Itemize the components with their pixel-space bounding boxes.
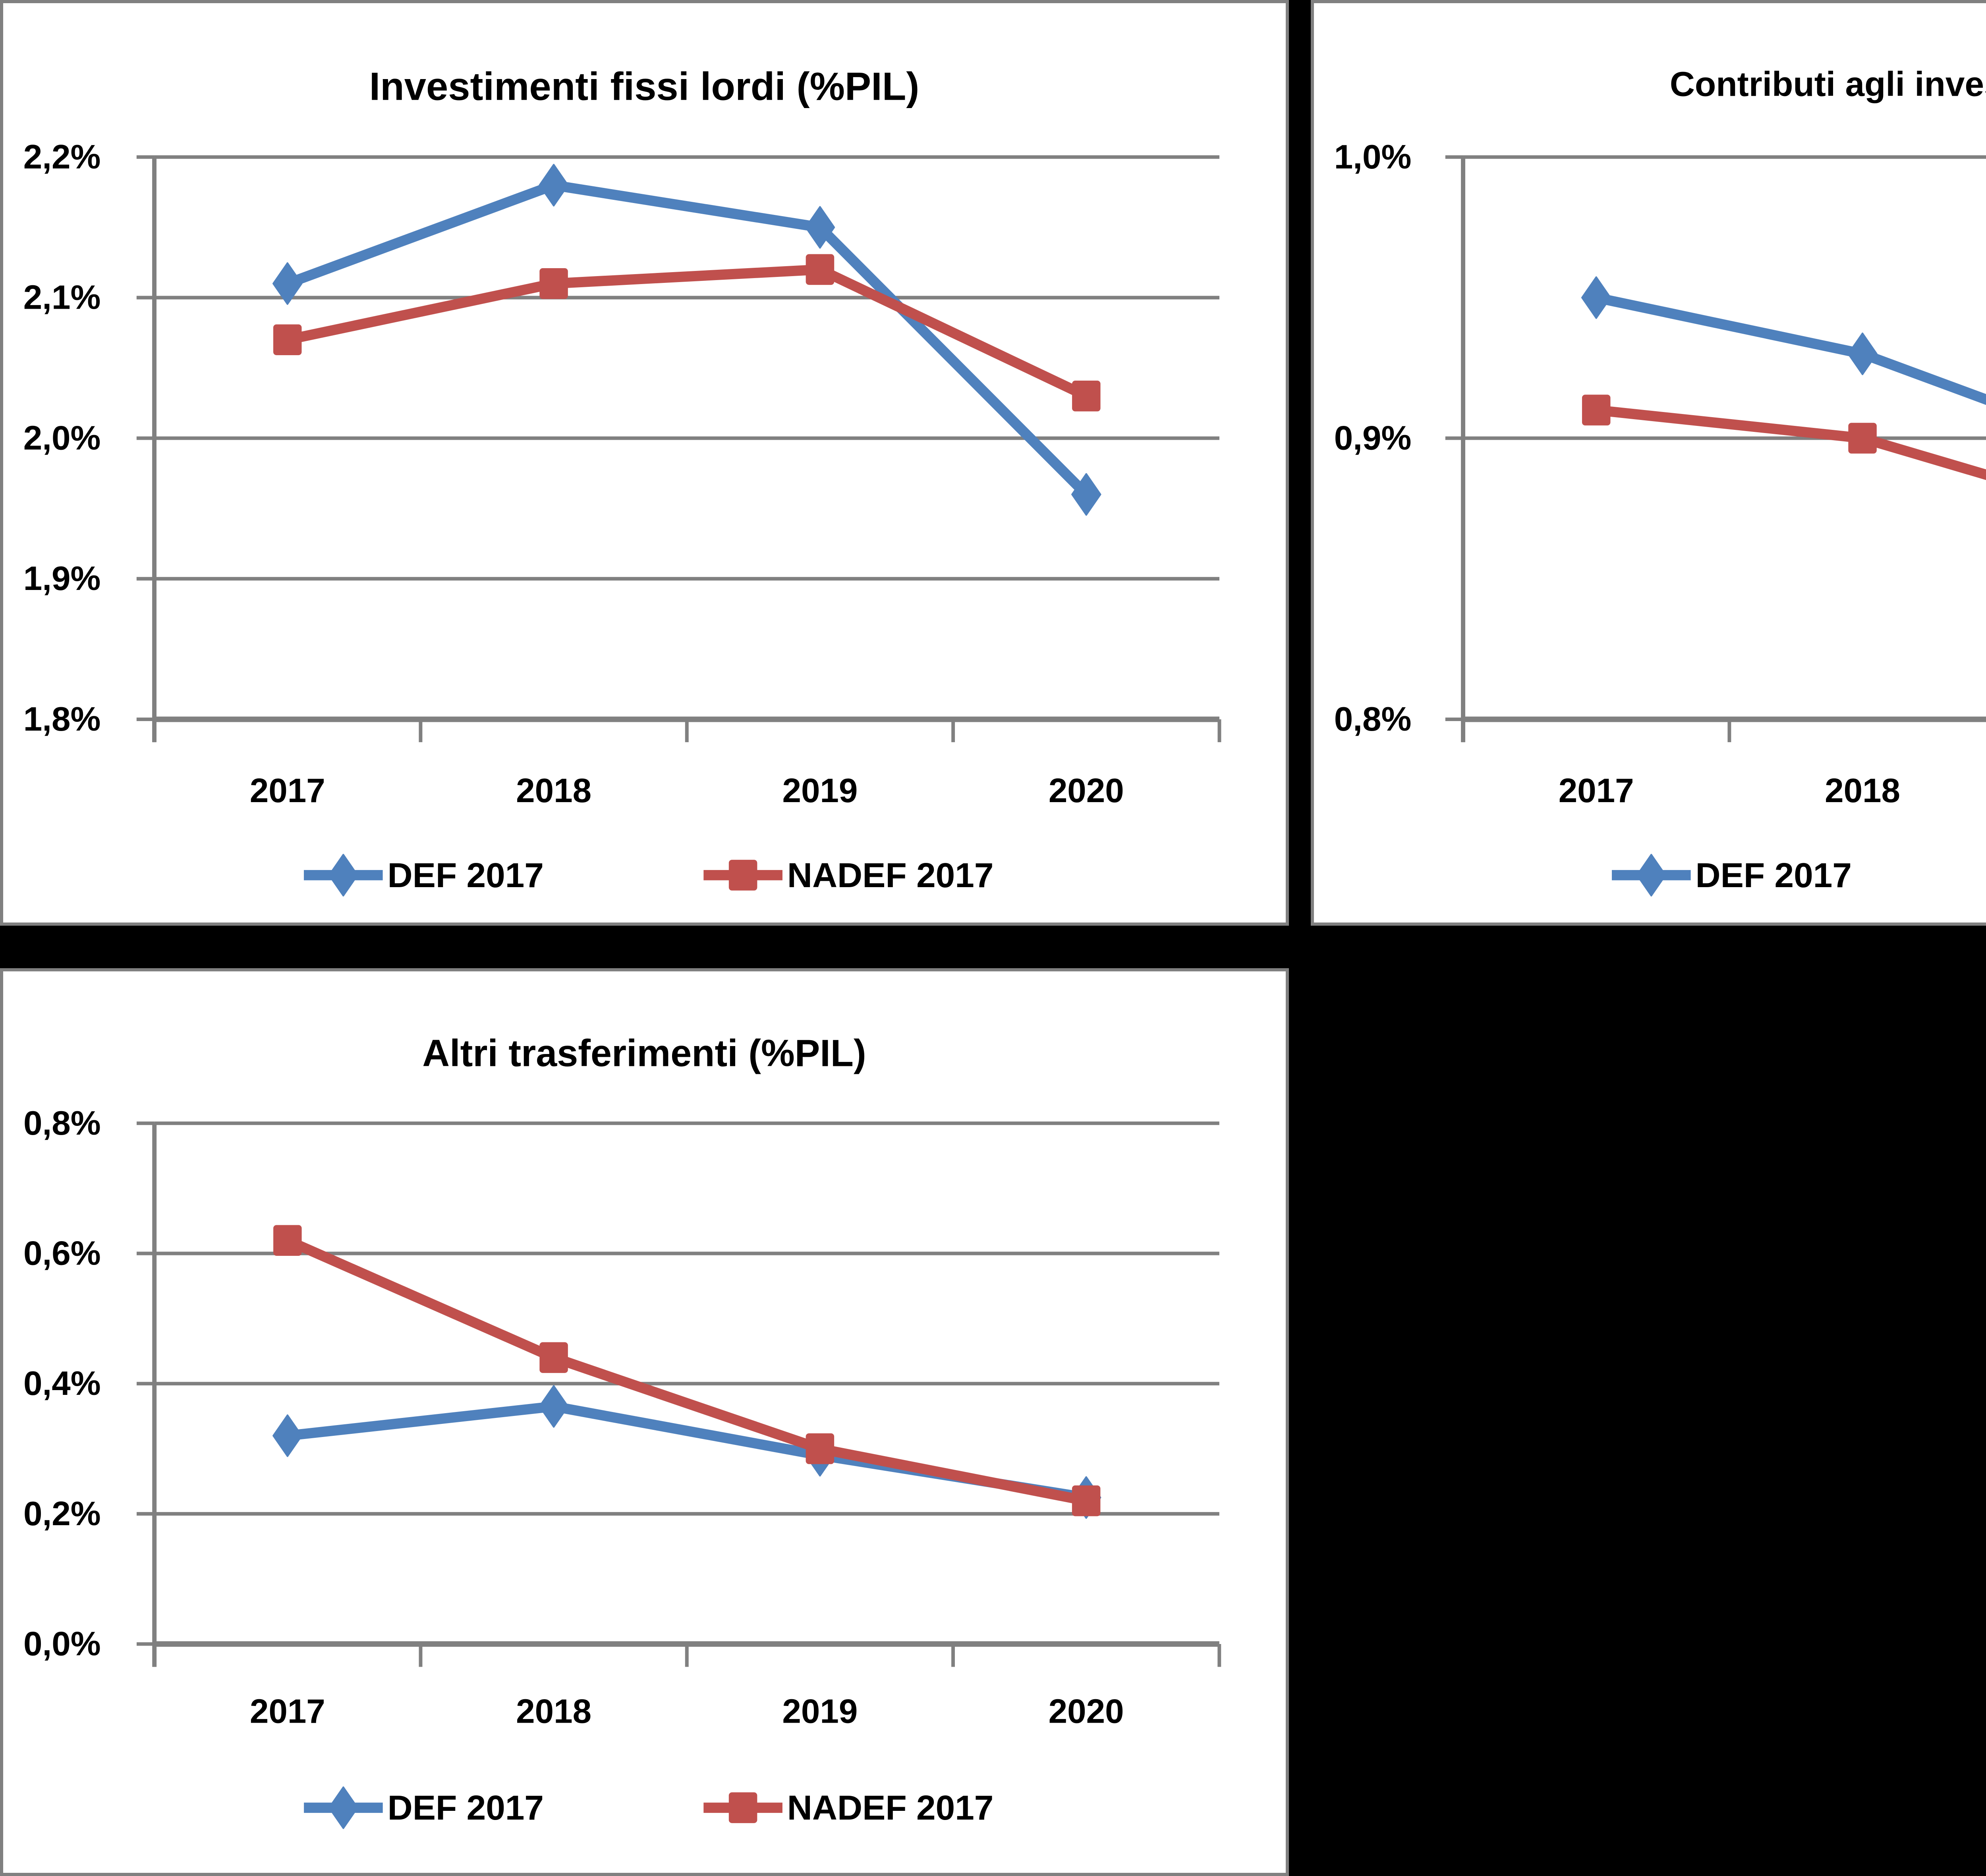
series-line-def-2017: [282, 180, 1092, 500]
legend-square-marker: [728, 860, 757, 891]
series-nadef-2017-square-marker: [1072, 1485, 1101, 1516]
chart-title: Contributi agli investimenti (%PIL): [1670, 64, 1986, 103]
series-def-2017-diamond-marker: [272, 262, 303, 305]
series-nadef-2017-square-marker: [539, 1342, 568, 1373]
x-tick-label: 2018: [1825, 772, 1900, 810]
series-nadef-2017-square-marker: [1582, 395, 1611, 425]
legend-entry-nadef-2017: NADEF 2017: [703, 1788, 993, 1827]
y-tick-label: 1,9%: [23, 560, 101, 598]
legend-square-marker: [728, 1792, 757, 1823]
y-tick-label: 0,8%: [23, 1104, 101, 1142]
series-def-2017-diamond-marker: [1581, 276, 1611, 319]
x-tick-label: 2019: [782, 1693, 858, 1731]
series-line-def-2017: [1591, 292, 1986, 405]
y-tick-label: 0,8%: [1334, 700, 1412, 738]
legend-entry-nadef-2017: NADEF 2017: [703, 856, 993, 895]
chart-panel-investimenti-fissi-lordi: Investimenti fissi lordi (%PIL) 2,2% 2,1%…: [0, 0, 1289, 926]
y-tick-label: 2,0%: [23, 419, 101, 457]
legend-diamond-marker: [1636, 854, 1667, 897]
chart-title: Altri trasferimenti (%PIL): [422, 1032, 866, 1074]
series-def-2017-diamond-marker: [805, 206, 835, 249]
chart-panel-altri-trasferimenti: Altri trasferimenti (%PIL) 0,8% 0,6% 0,4% 0…: [0, 968, 1289, 1876]
series-def-2017-diamond-marker: [1847, 333, 1878, 375]
chart-panel-contributi-investimenti: Contributi agli investimenti (%PIL) 1,0%…: [1311, 0, 1986, 926]
x-tick-label: 2018: [516, 772, 591, 810]
y-tick-label: 2,1%: [23, 279, 101, 317]
x-tick-label: 2019: [782, 772, 858, 810]
legend-label: DEF 2017: [388, 856, 544, 895]
series-nadef-2017-square-marker: [806, 1433, 835, 1464]
series-nadef-2017-square-marker: [1072, 381, 1101, 412]
legend-label: DEF 2017: [388, 1788, 544, 1827]
y-tick-label: 0,9%: [1334, 419, 1412, 457]
chart-altri-trasferimenti: Altri trasferimenti (%PIL) 0,8%0,6%0,4%0…: [23, 1032, 1221, 1829]
series-line-def-2017: [282, 1401, 1092, 1503]
plot-area: 2,2% 2,1% 2,0% 1,9% 1,8% 2017 2018 2019 2020 DEF …: [23, 138, 1221, 897]
y-tick-label: 0,6%: [23, 1234, 101, 1272]
series-nadef-2017-square-marker: [1848, 423, 1877, 454]
x-tick-label: 2020: [1049, 772, 1124, 810]
series-def-2017-diamond-marker: [1071, 473, 1101, 516]
series-nadef-2017-square-marker: [273, 324, 302, 355]
y-tick-label: 0,2%: [23, 1495, 101, 1533]
series-def-2017-diamond-marker: [272, 1414, 303, 1457]
legend-label: DEF 2017: [1696, 856, 1852, 895]
chart-investimenti-fissi-lordi: Investimenti fissi lordi (%PIL) 2,2% 2,1%…: [23, 64, 1221, 897]
legend-diamond-marker: [328, 1786, 359, 1829]
series-nadef-2017-square-marker: [539, 268, 568, 299]
y-tick-label: 0,0%: [23, 1625, 101, 1663]
x-tick-label: 2017: [250, 772, 325, 810]
series-line-nadef-2017: [1591, 405, 1986, 480]
legend-entry-def-2017: DEF 2017: [303, 854, 544, 897]
y-tick-label: 0,4%: [23, 1365, 101, 1402]
x-tick-label: 2018: [516, 1693, 591, 1731]
x-tick-label: 2020: [1049, 1693, 1124, 1731]
legend-label: NADEF 2017: [787, 856, 994, 895]
y-tick-label: 2,2%: [23, 138, 101, 176]
chart-title: Investimenti fissi lordi (%PIL): [369, 64, 920, 108]
plot-area: 0,8% 0,6% 0,4% 0,2% 0,0% 2017 2018 2019 2020 DEF …: [23, 1104, 1221, 1829]
legend-entry-def-2017: DEF 2017: [1611, 854, 1852, 897]
legend-entry-def-2017: DEF 2017: [304, 1786, 544, 1829]
series-def-2017-diamond-marker: [539, 164, 569, 207]
legend-label: NADEF 2017: [787, 1788, 994, 1827]
x-tick-label: 2017: [250, 1693, 325, 1731]
series-line-nadef-2017: [282, 1235, 1092, 1506]
series-nadef-2017-square-marker: [273, 1225, 302, 1256]
y-tick-label: 1,8%: [23, 700, 101, 738]
series-def-2017-diamond-marker: [539, 1385, 569, 1428]
legend-diamond-marker: [328, 854, 359, 897]
series-line-nadef-2017: [282, 264, 1092, 401]
x-tick-label: 2017: [1559, 772, 1634, 810]
series-nadef-2017-square-marker: [806, 254, 835, 285]
chart-contributi-investimenti: Contributi agli investimenti (%PIL) 1,0%…: [1334, 64, 1986, 897]
y-tick-label: 1,0%: [1334, 138, 1412, 176]
